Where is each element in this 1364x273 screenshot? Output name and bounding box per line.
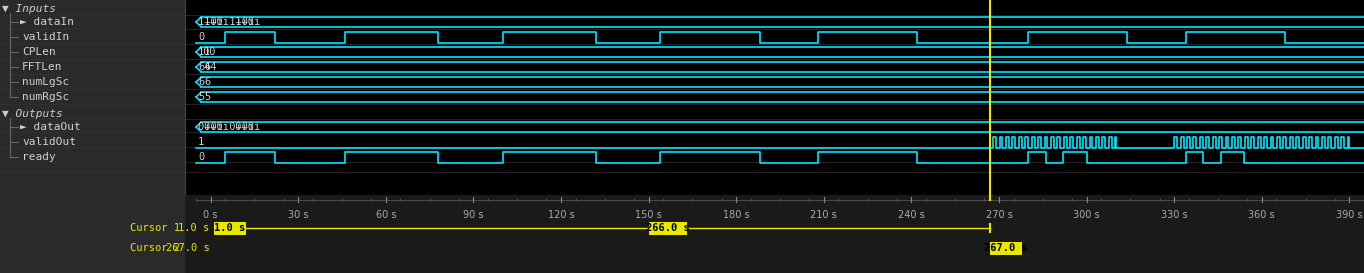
Text: 180 s: 180 s [723,210,749,220]
Text: 64: 64 [198,62,210,72]
Text: ▼ Outputs: ▼ Outputs [1,109,63,119]
Text: 0+0i 0+0i: 0+0i 0+0i [198,122,254,132]
Text: 90 s: 90 s [464,210,484,220]
Text: Cursor 2: Cursor 2 [130,243,180,253]
Text: 210 s: 210 s [810,210,837,220]
Text: 1.0 s: 1.0 s [179,223,210,233]
Text: 0: 0 [198,152,205,162]
Bar [186,0,1364,195]
Text: CPLen: CPLen [22,47,56,57]
Text: 266.0 s: 266.0 s [645,223,689,233]
Text: 0: 0 [198,32,205,42]
Text: 390 s: 390 s [1337,210,1363,220]
Text: 150 s: 150 s [636,210,662,220]
Text: ready: ready [22,152,56,162]
Text: ▼ Inputs: ▼ Inputs [1,4,56,14]
Bar [214,221,246,235]
Text: 240 s: 240 s [898,210,925,220]
Text: validIn: validIn [22,32,70,42]
Text: 270 s: 270 s [986,210,1012,220]
Text: 10: 10 [198,47,210,57]
Text: ► dataIn: ► dataIn [20,17,74,27]
Text: 267.0 s: 267.0 s [166,243,210,253]
Text: 120 s: 120 s [547,210,574,220]
Text: 360 s: 360 s [1248,210,1275,220]
Text: 60 s: 60 s [375,210,396,220]
Text: 10: 10 [205,47,217,57]
Text: ► dataOut: ► dataOut [20,122,80,132]
Text: 1.0 s: 1.0 s [214,223,246,233]
Bar [0,0,186,195]
Text: 1+0i 1+0i: 1+0i 1+0i [205,17,261,27]
Text: 30 s: 30 s [288,210,308,220]
Text: 300 s: 300 s [1073,210,1099,220]
Text: 1+0i 1+0i: 1+0i 1+0i [198,17,254,27]
Text: 6: 6 [198,77,205,87]
Text: Cursor 1: Cursor 1 [130,223,180,233]
Bar [649,221,686,235]
Text: 0 s: 0 s [203,210,218,220]
Text: 6: 6 [205,77,210,87]
Bar [186,195,1364,273]
Text: 330 s: 330 s [1161,210,1188,220]
Bar [0,195,1364,273]
Text: 0+0i 0+0i: 0+0i 0+0i [205,122,261,132]
Text: FFTLen: FFTLen [22,62,63,72]
Text: 267.0 s: 267.0 s [985,243,1028,253]
Text: validOut: validOut [22,137,76,147]
Text: 1: 1 [198,137,205,147]
Text: numLgSc: numLgSc [22,77,70,87]
Text: numRgSc: numRgSc [22,92,70,102]
Bar [990,242,1022,254]
Text: 64: 64 [205,62,217,72]
Text: 5: 5 [205,92,210,102]
Text: 5: 5 [198,92,205,102]
